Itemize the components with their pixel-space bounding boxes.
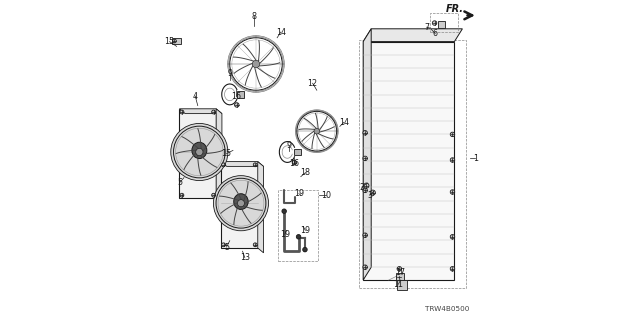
Text: FR.: FR. — [445, 4, 463, 14]
Circle shape — [196, 148, 203, 156]
Text: 9: 9 — [286, 141, 291, 150]
Polygon shape — [237, 91, 244, 98]
Polygon shape — [364, 42, 454, 280]
Circle shape — [180, 110, 184, 114]
Text: 1: 1 — [473, 154, 477, 163]
Circle shape — [397, 267, 402, 271]
Text: 13: 13 — [240, 253, 250, 262]
Text: 2: 2 — [359, 183, 364, 192]
Text: 12: 12 — [308, 79, 317, 88]
Circle shape — [363, 265, 367, 269]
Circle shape — [370, 190, 375, 195]
Circle shape — [221, 243, 225, 247]
Circle shape — [171, 124, 228, 180]
Circle shape — [363, 188, 367, 193]
Circle shape — [363, 233, 367, 237]
Polygon shape — [396, 273, 404, 280]
Circle shape — [252, 60, 260, 68]
Text: 15: 15 — [164, 37, 175, 46]
Circle shape — [180, 193, 184, 197]
Text: TRW4B0500: TRW4B0500 — [426, 306, 470, 312]
Text: 3: 3 — [367, 191, 372, 200]
Circle shape — [221, 163, 225, 167]
Circle shape — [363, 131, 367, 135]
Circle shape — [451, 158, 455, 162]
Text: 9: 9 — [227, 69, 232, 78]
Text: 5: 5 — [224, 243, 229, 252]
Text: 11: 11 — [394, 280, 403, 289]
Text: 16: 16 — [289, 159, 299, 168]
Circle shape — [363, 156, 367, 161]
Circle shape — [451, 267, 455, 271]
Polygon shape — [364, 29, 371, 280]
Circle shape — [303, 247, 307, 252]
Polygon shape — [364, 29, 463, 42]
Polygon shape — [172, 38, 181, 44]
Circle shape — [397, 275, 401, 280]
Circle shape — [314, 128, 319, 134]
Circle shape — [237, 200, 244, 207]
Ellipse shape — [234, 194, 248, 210]
Text: 19: 19 — [280, 230, 290, 239]
Text: 16: 16 — [231, 92, 241, 100]
Polygon shape — [294, 149, 301, 155]
Text: 8: 8 — [252, 12, 257, 20]
Circle shape — [296, 235, 301, 239]
Polygon shape — [179, 109, 222, 114]
Polygon shape — [438, 21, 445, 28]
Text: 7: 7 — [424, 23, 429, 32]
Circle shape — [253, 163, 257, 167]
Circle shape — [451, 190, 455, 194]
Polygon shape — [221, 162, 264, 166]
Circle shape — [234, 103, 239, 107]
Text: 19: 19 — [300, 226, 310, 235]
Ellipse shape — [192, 142, 207, 159]
Circle shape — [433, 21, 437, 25]
Text: 10: 10 — [321, 191, 332, 200]
Circle shape — [253, 243, 257, 247]
Text: 5: 5 — [177, 178, 182, 187]
Circle shape — [212, 110, 216, 114]
Text: 14: 14 — [339, 118, 349, 127]
Circle shape — [173, 39, 177, 43]
Circle shape — [212, 193, 216, 197]
Polygon shape — [397, 280, 407, 290]
Text: 18: 18 — [300, 168, 310, 177]
Polygon shape — [221, 162, 258, 248]
Polygon shape — [179, 109, 216, 198]
Text: 14: 14 — [276, 28, 286, 36]
Text: 15: 15 — [221, 149, 232, 158]
Circle shape — [213, 176, 269, 231]
Text: 19: 19 — [294, 189, 304, 198]
Circle shape — [451, 235, 455, 239]
Circle shape — [282, 209, 287, 213]
Circle shape — [451, 132, 455, 137]
Polygon shape — [258, 162, 264, 253]
Circle shape — [292, 160, 297, 165]
Polygon shape — [216, 109, 222, 203]
Text: 17: 17 — [396, 268, 406, 277]
Text: 4: 4 — [193, 92, 198, 100]
Circle shape — [364, 183, 369, 188]
Text: 6: 6 — [433, 29, 438, 38]
